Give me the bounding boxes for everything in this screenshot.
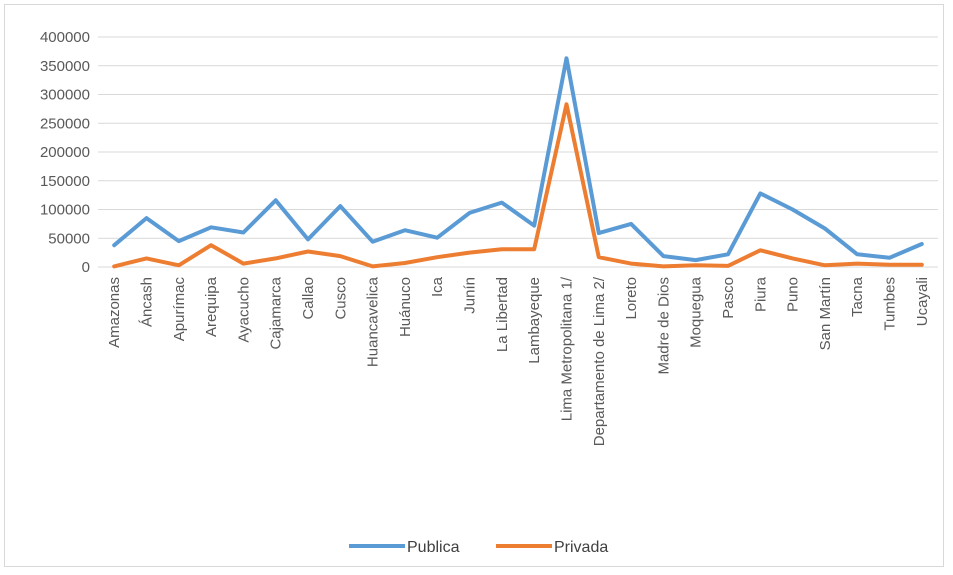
x-tick-label: Moquegua xyxy=(688,276,705,348)
y-tick-label: 300000 xyxy=(40,87,90,104)
x-tick-label: Ayacucho xyxy=(235,277,252,343)
x-tick-label: Loreto xyxy=(623,277,640,320)
x-tick-label: Ucayali xyxy=(914,277,931,326)
series-line-publica xyxy=(112,56,924,263)
x-tick-label: La Libertad xyxy=(494,277,511,352)
x-tick-label: Cajamarca xyxy=(268,276,285,349)
x-tick-label: Arequipa xyxy=(203,276,220,337)
gridlines xyxy=(98,36,938,268)
x-tick-label: Pasco xyxy=(720,277,737,319)
x-tick-label: Cusco xyxy=(332,277,349,320)
x-tick-label: Tumbes xyxy=(882,277,899,331)
y-tick-label: 50000 xyxy=(48,230,90,247)
y-tick-label: 100000 xyxy=(40,202,90,219)
y-tick-label: 400000 xyxy=(40,29,90,46)
x-tick-label: Lima Metropolitana 1/ xyxy=(558,276,575,421)
series-line-privada xyxy=(112,102,924,269)
legend-label-privada: Privada xyxy=(554,539,608,556)
x-tick-label: San Martín xyxy=(817,277,834,350)
legend: Publica Privada xyxy=(349,539,608,556)
x-tick-label: Madre de Dios xyxy=(655,277,672,375)
x-tick-label: Huancavelica xyxy=(365,276,382,367)
y-tick-label: 200000 xyxy=(40,144,90,161)
x-tick-label: Huánuco xyxy=(397,277,414,337)
x-tick-label: Apurímac xyxy=(171,277,188,342)
x-tick-label: Piura xyxy=(752,276,769,312)
chart-frame xyxy=(4,4,944,567)
series-lines xyxy=(112,56,924,269)
x-tick-label: Amazonas xyxy=(106,277,123,348)
x-tick-label: Departamento de Lima 2/ xyxy=(591,276,608,446)
y-tick-label: 150000 xyxy=(40,173,90,190)
x-tick-label: Lambayeque xyxy=(526,277,543,364)
x-tick-label: Tacna xyxy=(849,276,866,317)
x-tick-label: Ica xyxy=(429,276,446,297)
x-tick-label: Puno xyxy=(785,277,802,312)
y-tick-label: 0 xyxy=(82,259,90,276)
y-tick-label: 350000 xyxy=(40,58,90,75)
y-tick-label: 250000 xyxy=(40,115,90,132)
x-tick-label: Callao xyxy=(300,277,317,320)
x-tick-label: Junín xyxy=(462,277,479,314)
x-axis-ticks: Amazonas Áncash Apurímac Arequipa Ayacucho Ca… xyxy=(106,276,931,446)
legend-label-publica: Publica xyxy=(407,539,460,556)
y-axis-ticks: 0 50000 100000 150000 200000 250000 300000 3500… xyxy=(40,29,90,276)
x-tick-label: Áncash xyxy=(138,277,155,327)
